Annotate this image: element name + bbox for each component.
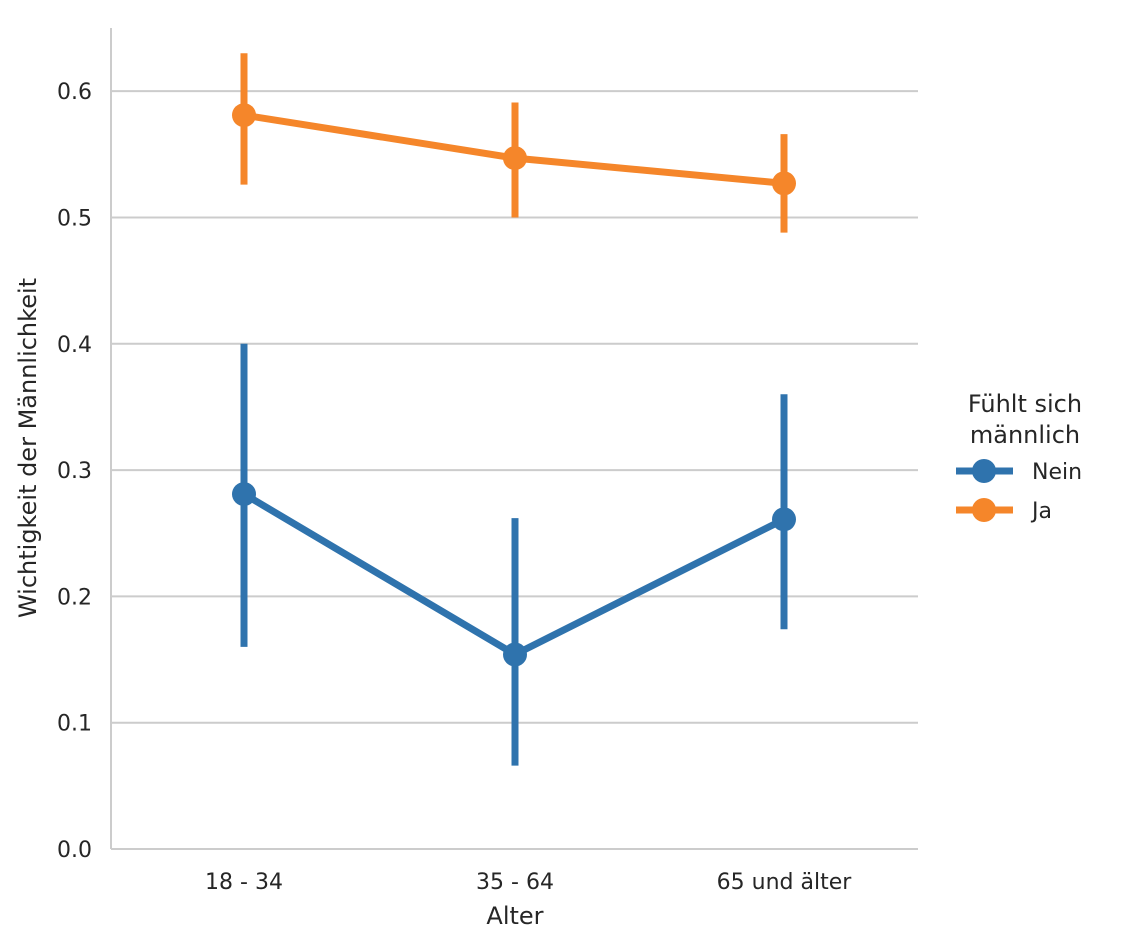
y-tick-label: 0.6: [57, 80, 92, 105]
y-tick-label: 0.4: [57, 333, 92, 358]
legend-marker-dot: [972, 459, 996, 483]
data-point[interactable]: [772, 171, 796, 196]
y-tick-label: 0.5: [57, 206, 92, 231]
data-point[interactable]: [503, 146, 527, 171]
data-point[interactable]: [232, 103, 256, 128]
legend-title-line-2: männlich: [970, 421, 1080, 449]
series-ja: [232, 53, 796, 233]
x-tick-labels: 18 - 34 35 - 64 65 und älter: [205, 870, 852, 895]
x-tick-label: 35 - 64: [476, 870, 554, 895]
legend-label: Ja: [1030, 499, 1052, 524]
data-point[interactable]: [232, 482, 256, 507]
legend-item-ja[interactable]: Ja: [956, 498, 1052, 524]
data-point[interactable]: [503, 642, 527, 667]
x-tick-label: 18 - 34: [205, 870, 283, 895]
legend[interactable]: Fühlt sich männlich Nein Ja: [956, 390, 1082, 524]
y-tick-label: 0.0: [57, 838, 92, 863]
legend-item-nein[interactable]: Nein: [956, 459, 1082, 485]
y-tick-labels: 0.0 0.1 0.2 0.3 0.4 0.5 0.6: [57, 80, 92, 863]
data-point[interactable]: [772, 507, 796, 532]
y-tick-label: 0.3: [57, 459, 92, 484]
legend-items: Nein Ja: [956, 459, 1082, 524]
y-tick-label: 0.1: [57, 712, 92, 737]
series-group: [232, 53, 796, 766]
y-axis-label: Wichtigkeit der Männlichkeit: [14, 278, 42, 618]
legend-label: Nein: [1032, 460, 1082, 485]
legend-marker-dot: [972, 498, 996, 522]
x-axis-label: Alter: [486, 902, 543, 930]
axes: [110, 28, 918, 850]
legend-title-line-1: Fühlt sich: [968, 390, 1082, 418]
y-tick-label: 0.2: [57, 585, 92, 610]
x-tick-label: 65 und älter: [717, 870, 853, 895]
series-nein: [232, 343, 796, 766]
